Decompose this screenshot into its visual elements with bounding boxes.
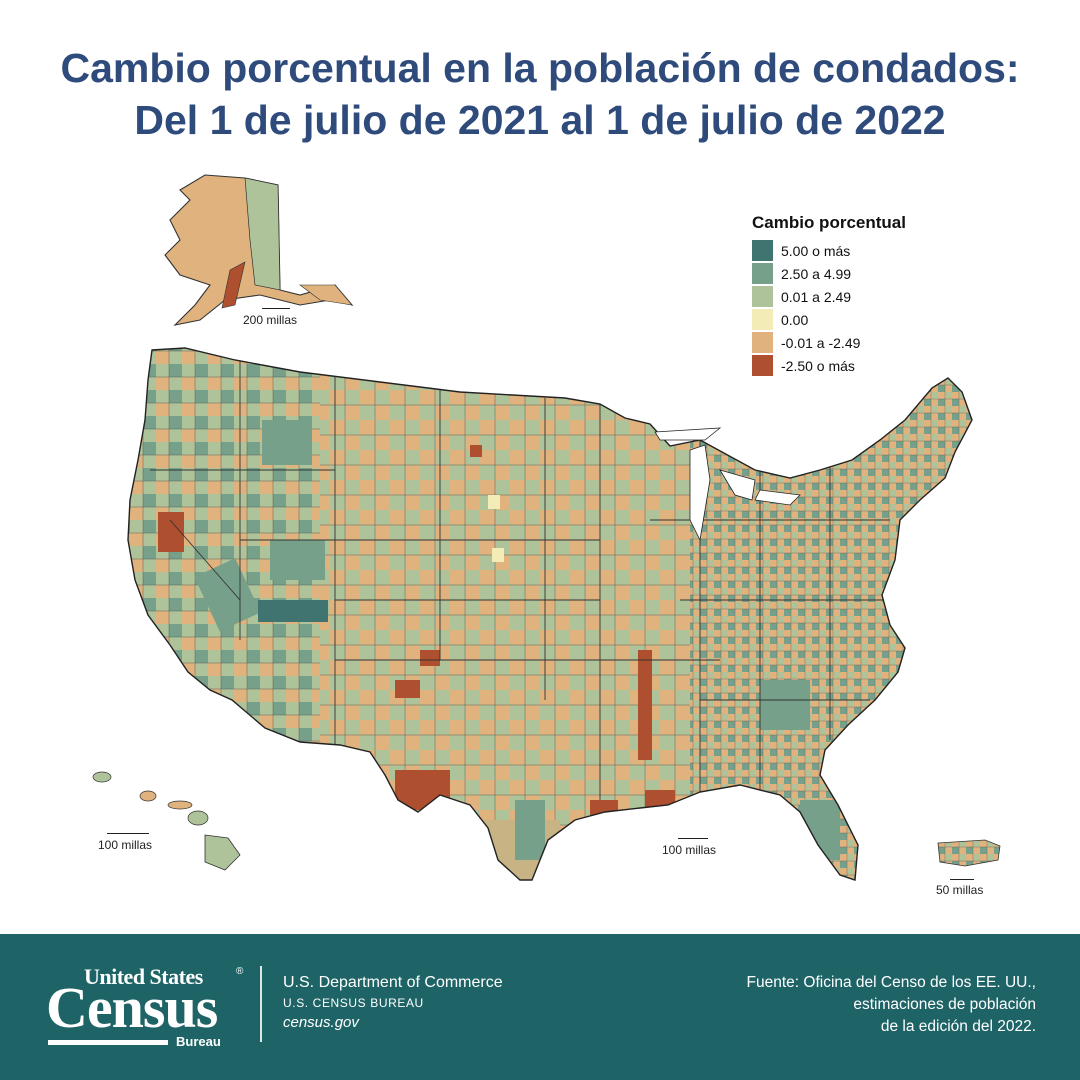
county-map: [92, 174, 1001, 881]
alaska-scale-label: 200 millas: [243, 313, 298, 327]
source-line-3: de la edición del 2022.: [880, 1018, 1036, 1035]
legend-title: Cambio porcentual: [752, 213, 906, 232]
census-link[interactable]: census.gov: [283, 1014, 359, 1031]
legend-swatch: [752, 263, 773, 284]
legend-item: 0.01 a 2.49: [752, 285, 906, 308]
legend-swatch: [752, 309, 773, 330]
footer-divider: [260, 966, 262, 1042]
bureau-name: U.S. CENSUS BUREAU: [283, 996, 424, 1010]
conus-scale-bar: [678, 838, 708, 839]
logo-underline: [48, 1040, 168, 1045]
alaska-scale-bar: [262, 308, 290, 309]
puerto-rico: [937, 839, 1001, 867]
conus-scale-label: 100 millas: [662, 843, 717, 857]
legend-item: -0.01 a -2.49: [752, 331, 906, 354]
logo-top-text: United States: [84, 964, 203, 989]
alaska: [164, 174, 354, 326]
logo-main-text: Census: [46, 975, 218, 1040]
legend-swatch: [752, 286, 773, 307]
legend-swatch: [752, 355, 773, 376]
department-name: U.S. Department of Commerce: [283, 974, 503, 991]
legend-label: -0.01 a -2.49: [781, 334, 861, 351]
census-logo[interactable]: United States ® Census Bureau: [46, 964, 246, 1054]
legend-label: 5.00 o más: [781, 242, 851, 259]
hawaii: [92, 771, 241, 871]
title-line-1: Cambio porcentual en la población de con…: [60, 45, 1020, 91]
map-title: Cambio porcentual en la población de con…: [0, 42, 1080, 146]
legend-label: 0.00: [781, 311, 809, 328]
contiguous-us: [127, 347, 973, 881]
legend-label: -2.50 o más: [781, 357, 855, 374]
hawaii-scale-label: 100 millas: [98, 838, 153, 852]
legend-swatch: [752, 240, 773, 261]
registered-mark: ®: [236, 966, 244, 977]
pr-scale-label: 50 millas: [936, 883, 984, 897]
pr-scale-bar: [950, 879, 974, 880]
source-note: Fuente: Oficina del Censo de los EE. UU.…: [656, 972, 1036, 1038]
legend: Cambio porcentual 5.00 o más 2.50 a 4.99…: [752, 213, 906, 377]
logo-bureau-text: Bureau: [176, 1034, 221, 1049]
legend-item: -2.50 o más: [752, 354, 906, 377]
department-block: U.S. Department of Commerce U.S. CENSUS …: [283, 974, 503, 1031]
legend-item: 5.00 o más: [752, 239, 906, 262]
legend-label: 0.01 a 2.49: [781, 288, 852, 305]
legend-item: 0.00: [752, 308, 906, 331]
source-line-1: Fuente: Oficina del Censo de los EE. UU.…: [746, 974, 1036, 991]
title-line-2: Del 1 de julio de 2021 al 1 de julio de …: [134, 97, 946, 143]
source-line-2: estimaciones de población: [853, 996, 1036, 1013]
legend-label: 2.50 a 4.99: [781, 265, 852, 282]
hawaii-scale-bar: [107, 833, 149, 834]
legend-item: 2.50 a 4.99: [752, 262, 906, 285]
footer: United States ® Census Bureau U.S. Depar…: [0, 934, 1080, 1080]
legend-swatch: [752, 332, 773, 353]
